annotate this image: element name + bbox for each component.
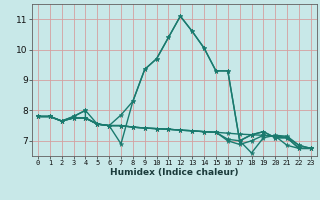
X-axis label: Humidex (Indice chaleur): Humidex (Indice chaleur) bbox=[110, 168, 239, 177]
